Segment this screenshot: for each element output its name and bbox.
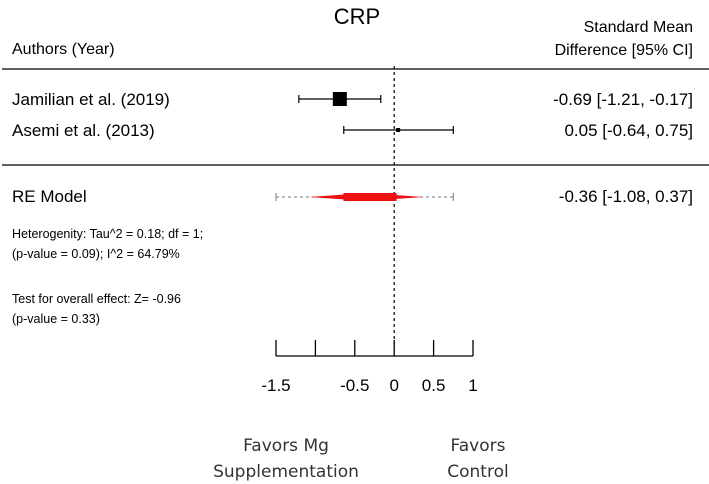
- x-tick-label-3: 0: [389, 376, 398, 395]
- pooled-diamond-core: [343, 193, 397, 201]
- study-point-jamilian: [332, 92, 347, 106]
- x-tick-label-4: 0.5: [422, 376, 446, 395]
- heterogeneity-line2: (p-value = 0.09); I^2 = 64.79%: [12, 247, 180, 261]
- smd-column-header-line1: Standard Mean: [584, 19, 693, 36]
- x-tick-label-2: -0.5: [340, 376, 369, 395]
- study-label-jamilian: Jamilian et al. (2019): [12, 90, 170, 109]
- study-ci-text-jamilian: -0.69 [-1.21, -0.17]: [553, 90, 693, 109]
- favors-right-line1: Favors: [451, 436, 506, 456]
- heterogeneity-line1: Heterogenity: Tau^2 = 0.18; df = 1;: [12, 227, 203, 241]
- authors-column-header: Authors (Year): [12, 41, 115, 58]
- x-tick-label-0: -1.5: [261, 376, 290, 395]
- study-point-asemi: [396, 128, 401, 132]
- x-tick-label-5: 1: [468, 376, 477, 395]
- pooled-label: RE Model: [12, 187, 87, 206]
- overall-effect-line1: Test for overall effect: Z= -0.96: [12, 292, 181, 306]
- smd-column-header-line2: Difference [95% CI]: [555, 42, 693, 59]
- study-ci-text-asemi: 0.05 [-0.64, 0.75]: [564, 121, 693, 140]
- pooled-ci-text: -0.36 [-1.08, 0.37]: [559, 187, 693, 206]
- chart-title: CRP: [334, 4, 380, 29]
- study-label-asemi: Asemi et al. (2013): [12, 121, 155, 140]
- favors-right-line2: Control: [447, 462, 508, 482]
- favors-left-line1: Favors Mg: [243, 436, 329, 456]
- x-axis-ticks: -1.5 -0.5 0 0.5 1: [261, 340, 478, 395]
- overall-effect-line2: (p-value = 0.33): [12, 312, 100, 326]
- favors-left-line2: Supplementation: [213, 462, 359, 482]
